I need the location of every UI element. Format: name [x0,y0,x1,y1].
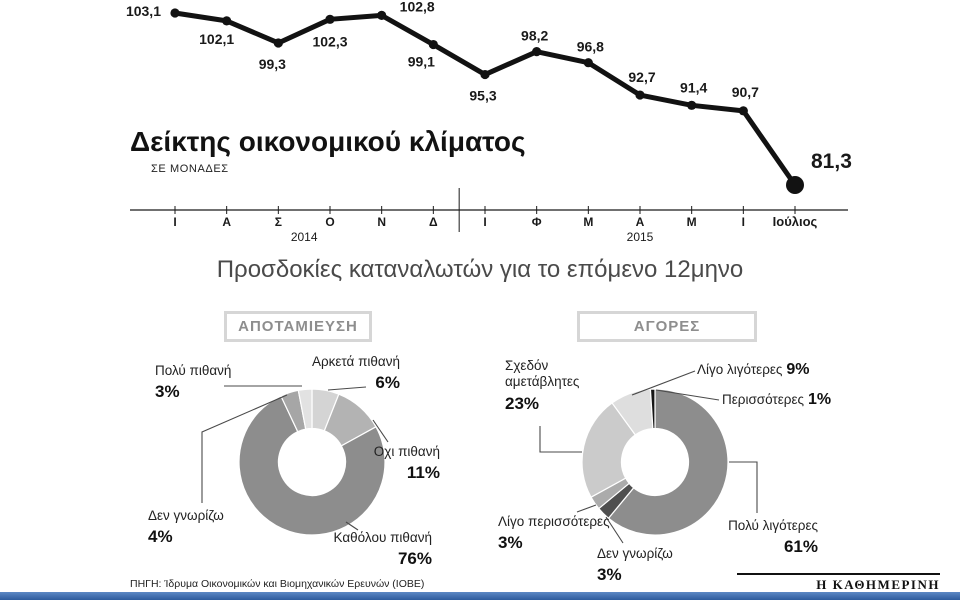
leader-line [631,370,696,396]
data-point [687,100,697,110]
data-point [480,69,490,80]
savings-pie-slice [238,395,386,536]
data-point [428,39,438,50]
leader-line [327,386,367,391]
chart-units-label: ΣΕ ΜΟΝΑΔΕΣ [151,163,229,175]
savings-pie-label: Δεν γνωρίζω 4% [148,508,224,547]
value-label: 96,8 [577,39,604,55]
x-tick-label: Ιούλιος [773,214,818,229]
data-point [325,14,335,24]
purchases-pie-label: Πολύ λιγότερες 61% [728,518,818,557]
data-point [738,106,748,116]
data-point [583,58,593,68]
purchases-pie-header: ΑΓΟΡΕΣ [577,311,757,342]
purchases-pie-label: Δεν γνωρίζω 3% [597,546,673,585]
year-label: 2014 [291,230,318,244]
savings-pie-label: Καθόλου πιθανή 76% [333,530,432,569]
leader-line [345,521,359,531]
data-point [377,10,387,20]
x-tick-label: Σ [275,215,282,229]
x-tick-label: Ο [325,215,334,229]
value-label: 102,1 [199,31,234,47]
x-tick-label: Ι [173,215,176,229]
data-point [786,176,804,194]
x-tick-label: Ν [377,215,386,229]
x-tick-label: Φ [532,215,542,229]
purchases-pie-slice [607,388,729,536]
brand-rule [737,573,940,575]
value-label: 103,1 [126,3,161,19]
newspaper-logo: Η ΚΑΘΗΜΕΡΙΝΗ [816,577,940,592]
leader-line [655,389,720,401]
source-note: ΠΗΓΗ: Ίδρυμα Οικονομικών και Βιομηχανικώ… [130,578,425,590]
data-point [273,38,283,48]
leader-line [729,461,758,513]
savings-pie-label: Οχι πιθανή 11% [373,444,440,483]
value-label: 102,8 [400,0,435,14]
savings-pie-header: ΑΠΟΤΑΜΙΕΥΣΗ [224,311,372,342]
value-label: 99,3 [259,56,286,72]
value-label: 81,3 [811,150,852,173]
leader-line [576,504,597,513]
value-label: 92,7 [628,69,655,85]
purchases-pie-label: Περισσότερες 1% [722,391,832,408]
value-label: 95,3 [469,88,496,104]
leader-line [539,426,582,453]
chart-title: Δείκτης οικονομικού κλίματος [130,126,526,157]
purchases-pie-label: Λίγο λιγότερες 9% [697,361,810,378]
savings-pie-slice [297,388,313,430]
year-label: 2015 [627,230,654,244]
bottom-accent-bar [0,592,960,600]
x-tick-label: Μ [583,215,593,229]
data-point [222,16,232,26]
leader-line [201,394,288,503]
purchases-pie-slice [649,388,656,430]
data-point [170,8,180,18]
leader-line [372,419,389,443]
x-tick-label: Ι [483,215,486,229]
value-label: 91,4 [680,79,707,95]
x-tick-label: Α [636,215,645,229]
leader-line [605,516,624,544]
data-point [532,47,542,57]
savings-pie-label: Αρκετά πιθανή 6% [311,354,400,393]
value-label: 90,7 [732,84,759,100]
purchases-pie-label: Λίγο περισσότερες 3% [498,514,610,553]
value-label: 98,2 [521,28,548,44]
x-tick-label: Α [222,215,231,229]
value-label: 102,3 [312,33,347,49]
purchases-pie-label: Σχεδόν αμετάβλητες 23% [505,358,580,413]
section-title: Προσδοκίες καταναλωτών για το επόμενο 12… [216,256,744,283]
savings-pie-label: Πολύ πιθανή 3% [155,363,232,402]
value-label: 99,1 [408,54,435,70]
x-tick-label: Δ [429,215,438,229]
x-tick-label: Ι [742,215,745,229]
data-point [635,90,645,100]
x-tick-label: Μ [687,215,697,229]
